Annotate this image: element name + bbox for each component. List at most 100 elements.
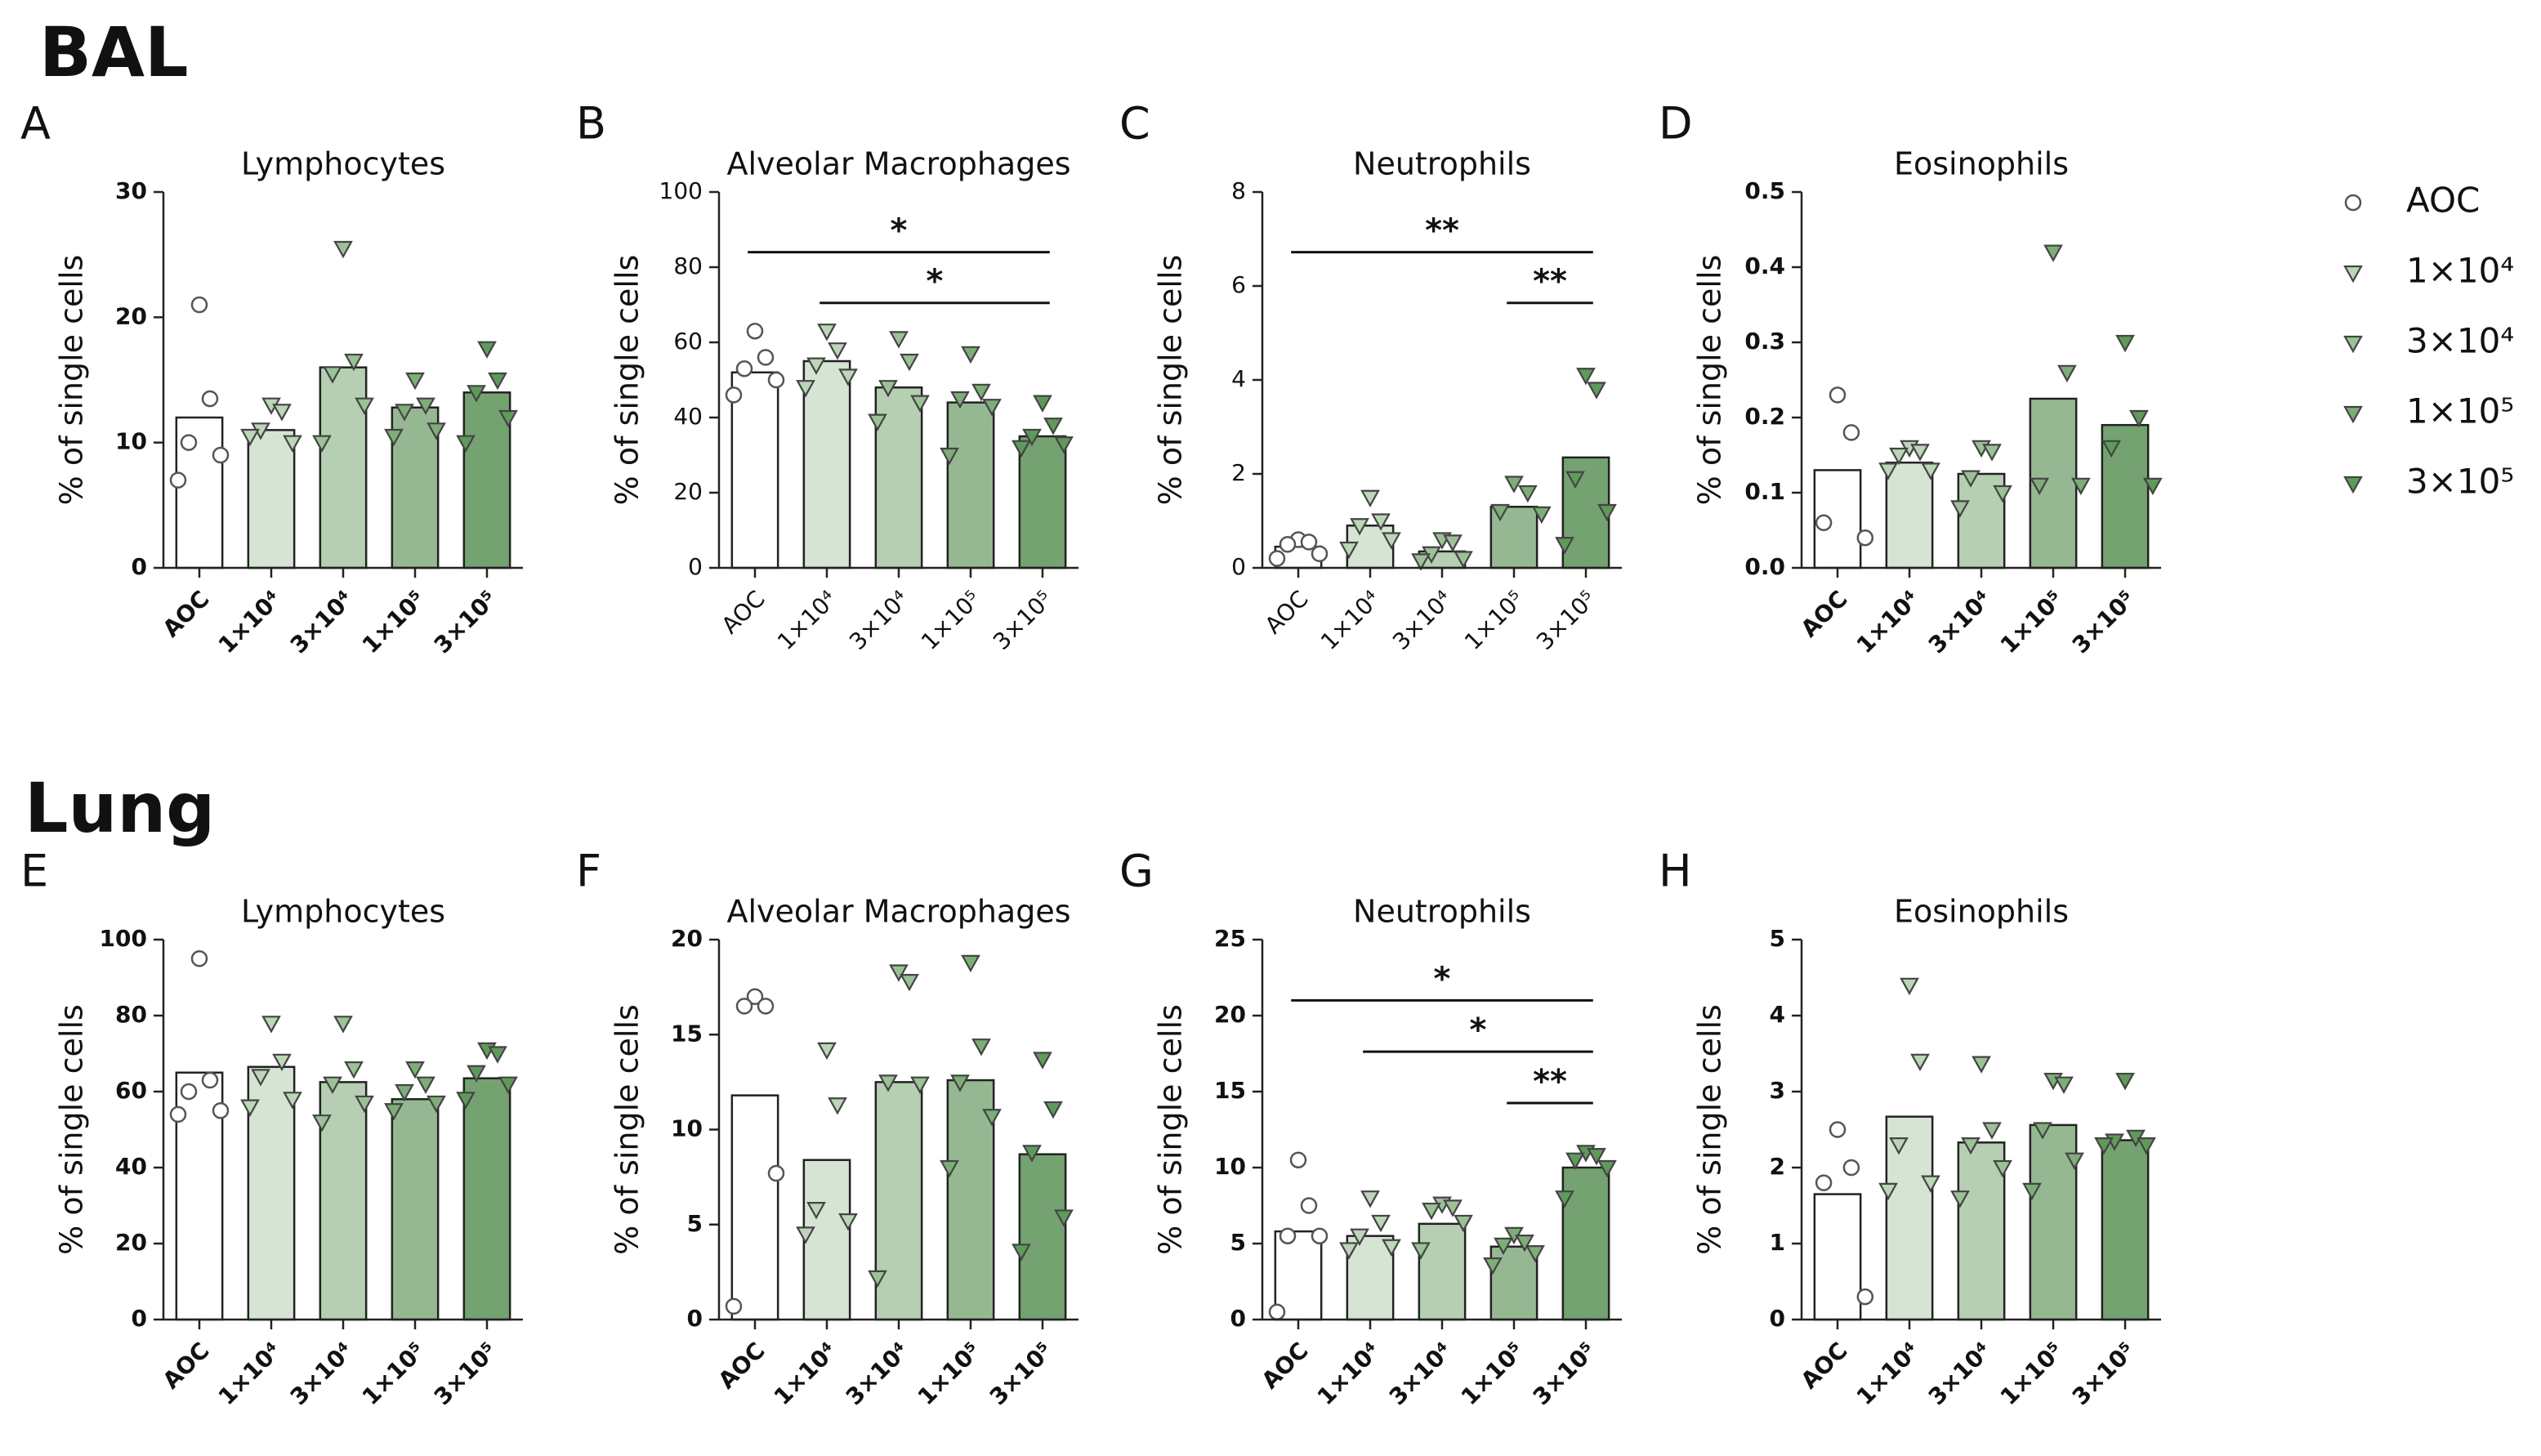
y-tick-label: 10 bbox=[115, 428, 147, 455]
data-point bbox=[1350, 518, 1369, 536]
chart-title: Lymphocytes bbox=[241, 146, 445, 182]
chart-title: Neutrophils bbox=[1353, 146, 1531, 182]
data-point bbox=[1815, 514, 1833, 532]
data-point bbox=[1360, 1190, 1380, 1208]
chart-title: Alveolar Macrophages bbox=[726, 894, 1070, 930]
data-point bbox=[405, 372, 425, 391]
data-point bbox=[1950, 1190, 1970, 1208]
x-tick-label: 1×10⁴ bbox=[1851, 585, 1925, 659]
y-tick-label: 0.1 bbox=[1744, 478, 1785, 505]
x-tick-label: 1×10⁵ bbox=[1995, 585, 2069, 659]
data-point bbox=[426, 422, 446, 440]
data-point bbox=[2033, 1122, 2052, 1140]
data-point bbox=[838, 368, 858, 386]
y-tick-label: 0.0 bbox=[1744, 553, 1785, 580]
y-tick-label: 2 bbox=[1770, 1153, 1785, 1180]
x-tick-label: 3×10⁵ bbox=[429, 1337, 502, 1410]
legend-label: 3×10⁴ bbox=[2406, 321, 2514, 361]
significance-label: * bbox=[891, 212, 908, 250]
bar bbox=[1885, 1115, 1934, 1321]
x-tick-label: 1×10⁵ bbox=[916, 585, 986, 655]
y-tick-label: 0 bbox=[1230, 1305, 1246, 1332]
bar bbox=[1561, 1166, 1610, 1321]
data-point bbox=[405, 1061, 425, 1079]
data-point bbox=[498, 409, 518, 428]
bar bbox=[1418, 1222, 1467, 1321]
data-point bbox=[735, 360, 753, 377]
data-point bbox=[1555, 1190, 1574, 1208]
x-tick-label: AOC bbox=[713, 1337, 770, 1394]
y-tick-label: 5 bbox=[1770, 925, 1785, 952]
data-point bbox=[467, 1065, 486, 1083]
x-tick-label: 3×10⁵ bbox=[2067, 585, 2141, 659]
data-point bbox=[1054, 1209, 1074, 1227]
data-point bbox=[1518, 485, 1538, 503]
data-point bbox=[1504, 476, 1524, 494]
data-point bbox=[757, 998, 775, 1015]
x-tick-label: 1×10⁵ bbox=[1995, 1337, 2069, 1410]
data-point bbox=[950, 391, 970, 409]
bar bbox=[391, 1098, 440, 1321]
bar bbox=[1957, 472, 2006, 569]
data-point bbox=[910, 395, 930, 413]
y-tick-label: 0 bbox=[1770, 1305, 1785, 1332]
x-tick-label: AOC bbox=[158, 1337, 215, 1394]
data-point bbox=[868, 413, 887, 431]
data-point bbox=[1993, 485, 2012, 503]
panel-letter: D bbox=[1659, 98, 1693, 150]
data-point bbox=[272, 1053, 292, 1072]
data-point bbox=[212, 446, 230, 464]
data-point bbox=[2115, 1072, 2135, 1091]
data-point bbox=[1842, 424, 1860, 441]
data-point bbox=[910, 1076, 930, 1094]
data-point bbox=[1515, 1235, 1534, 1253]
y-axis-label: % of single cells bbox=[1692, 1004, 1728, 1255]
data-point bbox=[1011, 440, 1031, 458]
data-point bbox=[1443, 534, 1463, 552]
y-axis-label: % of single cells bbox=[610, 255, 645, 506]
x-tick-label: AOC bbox=[1260, 585, 1314, 639]
data-point bbox=[1454, 1214, 1473, 1233]
data-point bbox=[1422, 1202, 1441, 1221]
data-point bbox=[488, 372, 507, 391]
data-point bbox=[261, 1016, 281, 1034]
y-tick-label: 0.3 bbox=[1744, 328, 1785, 355]
data-point bbox=[796, 1226, 815, 1244]
data-point bbox=[169, 1105, 187, 1123]
data-point bbox=[240, 428, 260, 447]
bar bbox=[462, 391, 511, 569]
data-point bbox=[1371, 1214, 1391, 1233]
data-point bbox=[1033, 1052, 1052, 1070]
x-tick-label: 3×10⁵ bbox=[988, 585, 1058, 655]
significance-label: ** bbox=[1533, 263, 1567, 301]
data-point bbox=[878, 380, 898, 398]
data-point bbox=[1993, 1159, 2012, 1178]
chart-title: Lymphocytes bbox=[241, 894, 445, 930]
y-tick-label: 1 bbox=[1770, 1229, 1785, 1256]
data-point bbox=[900, 353, 919, 372]
x-tick-label: 3×10⁴ bbox=[1923, 1337, 1997, 1410]
legend-label: 1×10⁵ bbox=[2406, 391, 2514, 431]
data-point bbox=[190, 296, 208, 314]
data-point bbox=[1411, 1242, 1431, 1260]
x-tick-label: 3×10⁵ bbox=[1528, 1337, 1601, 1410]
data-point bbox=[767, 1164, 785, 1182]
y-tick-label: 20 bbox=[1214, 1001, 1246, 1028]
data-point bbox=[1856, 1288, 1874, 1306]
x-tick-label: 1×10⁴ bbox=[1312, 1337, 1386, 1410]
data-point bbox=[1490, 503, 1510, 522]
y-tick-label: 5 bbox=[1230, 1229, 1246, 1256]
y-tick-label: 60 bbox=[115, 1077, 147, 1104]
data-point bbox=[2129, 409, 2149, 428]
data-point bbox=[1022, 1145, 1042, 1163]
y-axis-label: % of single cells bbox=[54, 1004, 90, 1255]
bar bbox=[247, 1065, 296, 1321]
panel-letter: B bbox=[576, 98, 606, 150]
data-point bbox=[1878, 462, 1898, 480]
x-tick-label: 3×10⁴ bbox=[285, 585, 359, 659]
y-tick-label: 10 bbox=[671, 1115, 703, 1142]
data-point bbox=[889, 331, 909, 349]
data-point bbox=[312, 435, 332, 453]
x-tick-label: 1×10⁴ bbox=[769, 1337, 842, 1410]
y-tick-label: 20 bbox=[115, 1229, 147, 1256]
